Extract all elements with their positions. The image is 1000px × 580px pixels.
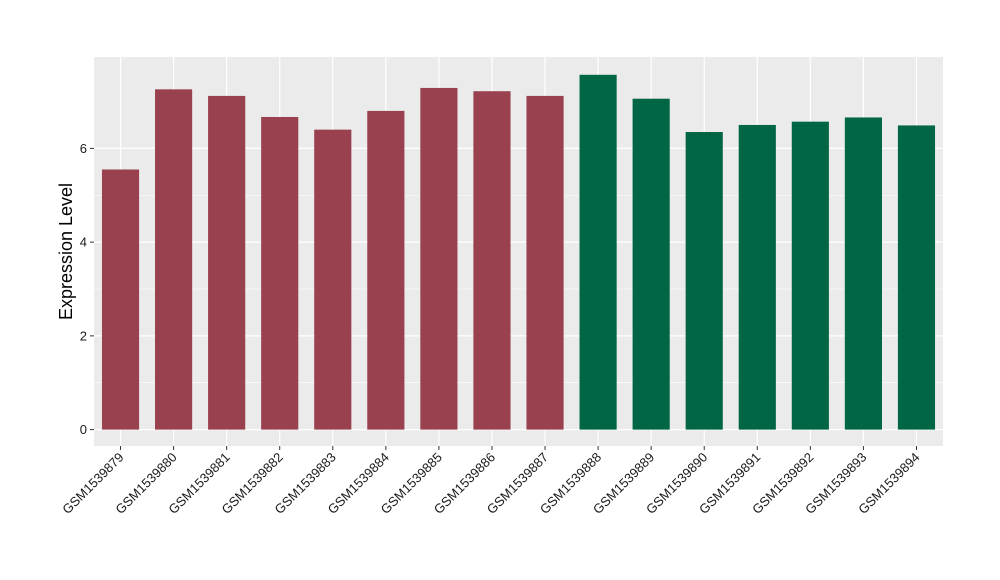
bar-GSM1539886 <box>473 91 511 430</box>
bar-GSM1539891 <box>738 124 776 430</box>
bar-GSM1539882 <box>261 116 299 430</box>
y-axis-title: Expression Level <box>56 183 76 320</box>
bar-GSM1539888 <box>579 74 617 430</box>
y-tick-label: 2 <box>80 328 87 343</box>
bars <box>101 74 936 430</box>
bar-GSM1539890 <box>685 131 723 430</box>
bar-GSM1539885 <box>420 87 458 430</box>
y-tick-label: 0 <box>80 422 87 437</box>
bar-GSM1539883 <box>314 129 352 430</box>
bar-GSM1539894 <box>897 125 936 430</box>
bar-GSM1539892 <box>791 121 829 430</box>
y-tick-label: 6 <box>80 141 87 156</box>
bar-GSM1539884 <box>367 110 405 430</box>
bar-GSM1539889 <box>632 98 670 430</box>
y-axis: 0 2 4 6 <box>80 141 94 437</box>
bar-GSM1539880 <box>155 89 193 430</box>
bar-GSM1539881 <box>208 95 246 430</box>
y-tick-label: 4 <box>80 235 87 250</box>
bar-GSM1539893 <box>844 117 882 430</box>
bar-GSM1539879 <box>101 169 140 430</box>
bar-GSM1539887 <box>526 95 564 430</box>
x-axis: GSM1539879GSM1539880GSM1539881GSM1539882… <box>59 446 923 517</box>
